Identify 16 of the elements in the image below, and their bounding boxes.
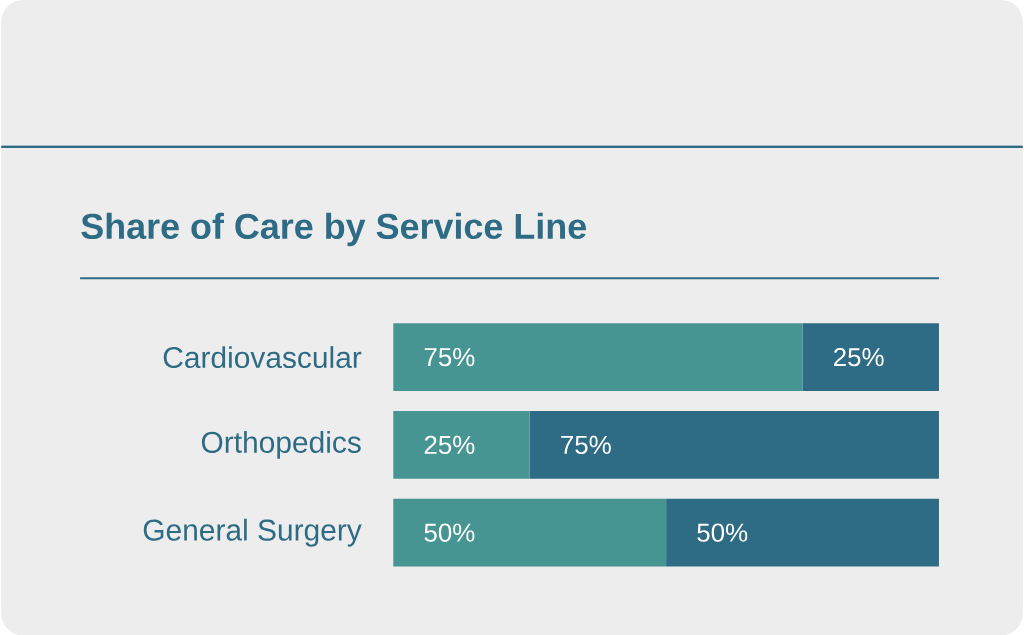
y-tick-label: General Surgery: [143, 518, 362, 547]
bar: [666, 498, 939, 567]
bar: [393, 410, 530, 479]
data-label: 50%: [697, 523, 748, 542]
bar: [393, 498, 667, 567]
bar: [802, 322, 939, 391]
y-tick-label: Orthopedics: [201, 430, 361, 459]
data-label: 75%: [561, 435, 611, 454]
data-label: 50%: [424, 523, 475, 542]
bar: [529, 410, 939, 479]
y-tick-label: Cardiovascular: [163, 345, 362, 368]
bar: [393, 322, 803, 391]
data-label: 25%: [833, 347, 884, 367]
data-label: 75%: [424, 347, 475, 367]
chart-title: Share of Care by Service Line: [81, 212, 586, 246]
data-label: 25%: [424, 435, 475, 454]
